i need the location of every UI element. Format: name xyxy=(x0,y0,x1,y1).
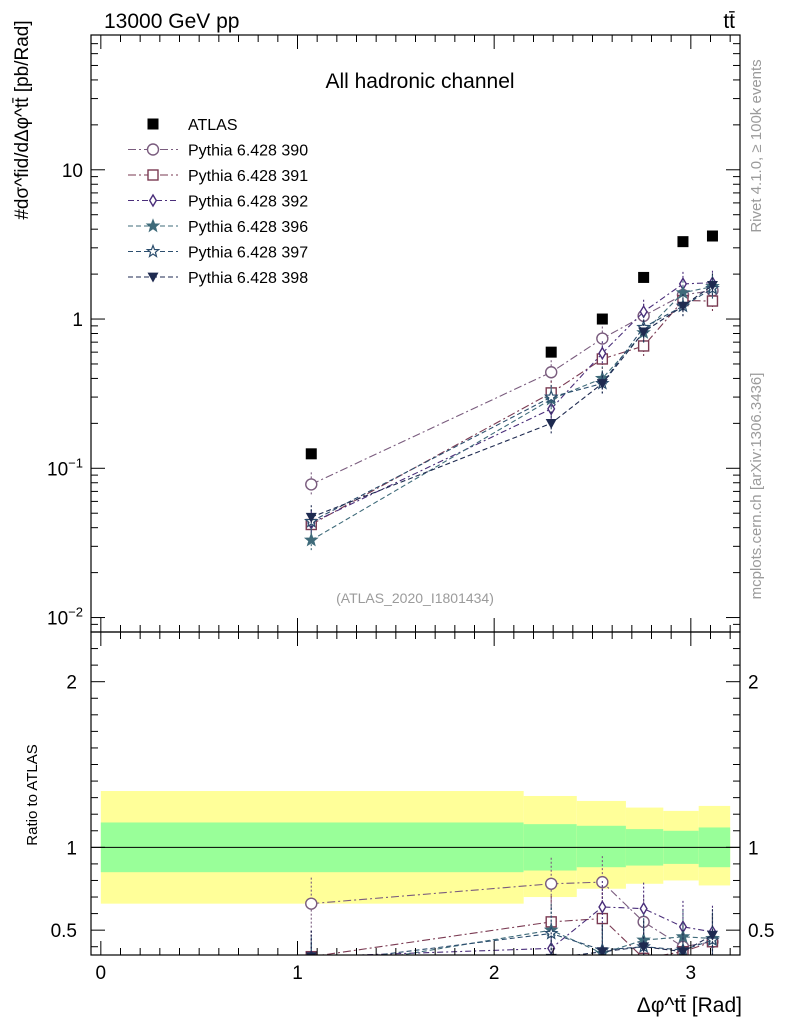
legend-label: ATLAS xyxy=(188,117,238,134)
watermark: (ATLAS_2020_I1801434) xyxy=(336,590,494,606)
data-point xyxy=(543,389,559,404)
legend-marker xyxy=(148,193,158,208)
ratio-point xyxy=(305,897,318,910)
main-title: All hadronic channel xyxy=(325,70,514,93)
legend-marker xyxy=(145,218,161,233)
legend-marker xyxy=(147,169,159,181)
data-point xyxy=(598,346,607,361)
legend-label: Pythia 6.428 398 xyxy=(188,270,308,287)
data-point xyxy=(638,271,650,283)
y-axis-label-ratio: Ratio to ATLAS xyxy=(24,744,41,845)
legend-item: Pythia 6.428 390 xyxy=(128,143,308,160)
ratio-line xyxy=(397,929,713,955)
ratio-line xyxy=(343,906,713,955)
ratio-point xyxy=(706,930,718,941)
data-point xyxy=(638,327,650,338)
data-point xyxy=(545,346,557,358)
ratio-pythia-6-428-398 xyxy=(305,909,718,955)
legend-marker xyxy=(145,243,161,258)
ratio-point xyxy=(639,901,648,916)
legend-item: ATLAS xyxy=(147,117,238,134)
legend-item: Pythia 6.428 391 xyxy=(128,168,308,185)
ratio-y-tick-label: 1 xyxy=(66,838,77,859)
data-point xyxy=(545,418,557,429)
data-point xyxy=(596,332,609,345)
header-left: 13000 GeV pp xyxy=(104,10,239,33)
ratio-point xyxy=(305,952,317,955)
x-axis-label: Δφ^tt̄ [Rad] xyxy=(637,994,742,1017)
series-line xyxy=(311,288,713,522)
legend-label: Pythia 6.428 391 xyxy=(188,168,308,185)
ratio-y-tick-label-right: 2 xyxy=(748,673,759,694)
series-line xyxy=(311,290,713,485)
data-point xyxy=(303,532,319,547)
legend-item: Pythia 6.428 398 xyxy=(128,270,308,287)
ratio-point xyxy=(677,947,689,955)
legend: ATLAS Pythia 6.428 390 Pythia 6.428 391 Pyt… xyxy=(128,117,308,287)
y-tick-label: 10−1 xyxy=(47,455,83,480)
ratio-point xyxy=(598,900,607,914)
legend-marker xyxy=(147,272,159,283)
data-point xyxy=(305,512,317,523)
axes: 10−2 10−1 1 10 0.5 0.5 1 1 2 2 0 1 2 3 xyxy=(47,34,774,984)
data-point xyxy=(545,366,558,379)
x-tick-label: 0 xyxy=(96,963,107,984)
series-pythia-6-428-396 xyxy=(303,274,720,553)
ratio-point xyxy=(638,942,650,953)
ratio-y-tick-label: 2 xyxy=(66,673,77,694)
legend-label: Pythia 6.428 392 xyxy=(188,194,308,211)
data-point xyxy=(706,281,718,291)
rivet-label: Rivet 4.1.0, ≥ 100k events xyxy=(748,59,765,232)
data-point xyxy=(596,379,608,389)
data-point xyxy=(677,236,689,248)
ratio-point xyxy=(545,877,558,890)
legend-label: Pythia 6.428 390 xyxy=(188,143,308,160)
ratio-point xyxy=(306,964,317,975)
series-line xyxy=(311,282,713,524)
series-line xyxy=(311,299,713,525)
data-point xyxy=(596,313,608,325)
ratio-y-tick-label: 0.5 xyxy=(51,921,77,942)
band-inner xyxy=(576,825,626,868)
series-atlas xyxy=(305,230,718,460)
series-line xyxy=(311,284,713,518)
legend-item: Pythia 6.428 397 xyxy=(128,243,308,262)
legend-label: Pythia 6.428 397 xyxy=(188,245,308,262)
y-tick-label: 1 xyxy=(72,310,83,331)
series-line xyxy=(310,286,713,541)
y-tick-label: 10 xyxy=(62,161,83,182)
legend-label: Pythia 6.428 396 xyxy=(188,219,308,236)
x-tick-label: 3 xyxy=(686,963,697,984)
y-axis-label-main: #dσ^fid/dΔφ^tt̄ [pb/Rad] xyxy=(12,20,33,219)
ratio-line xyxy=(373,932,713,955)
ratio-line xyxy=(572,934,713,955)
data-point xyxy=(706,230,718,242)
x-tick-label: 2 xyxy=(489,963,500,984)
data-point xyxy=(677,301,689,312)
ratio-y-tick-label-right: 1 xyxy=(748,838,759,859)
legend-item: Pythia 6.428 396 xyxy=(128,218,308,236)
ratio-point xyxy=(306,957,317,968)
ratio-y-tick-label-right: 0.5 xyxy=(748,921,774,942)
main-series-group xyxy=(303,230,720,553)
series-pythia-6-428-390 xyxy=(305,278,719,497)
legend-item: Pythia 6.428 392 xyxy=(128,194,308,211)
x-tick-label: 1 xyxy=(292,963,303,984)
legend-marker xyxy=(146,143,160,156)
data-point xyxy=(305,478,318,491)
series-pythia-6-428-398 xyxy=(305,273,718,530)
series-layer xyxy=(303,230,720,975)
data-point xyxy=(305,448,317,460)
header-right: tt̄ xyxy=(723,10,735,33)
ratio-point xyxy=(596,947,608,955)
y-tick-label: 10−2 xyxy=(47,605,83,630)
legend-marker xyxy=(147,118,159,130)
ratio-series-group xyxy=(305,856,720,975)
series-pythia-6-428-391 xyxy=(305,288,719,537)
mcplots-label: mcplots.cern.ch [arXiv:1306.3436] xyxy=(748,373,765,600)
